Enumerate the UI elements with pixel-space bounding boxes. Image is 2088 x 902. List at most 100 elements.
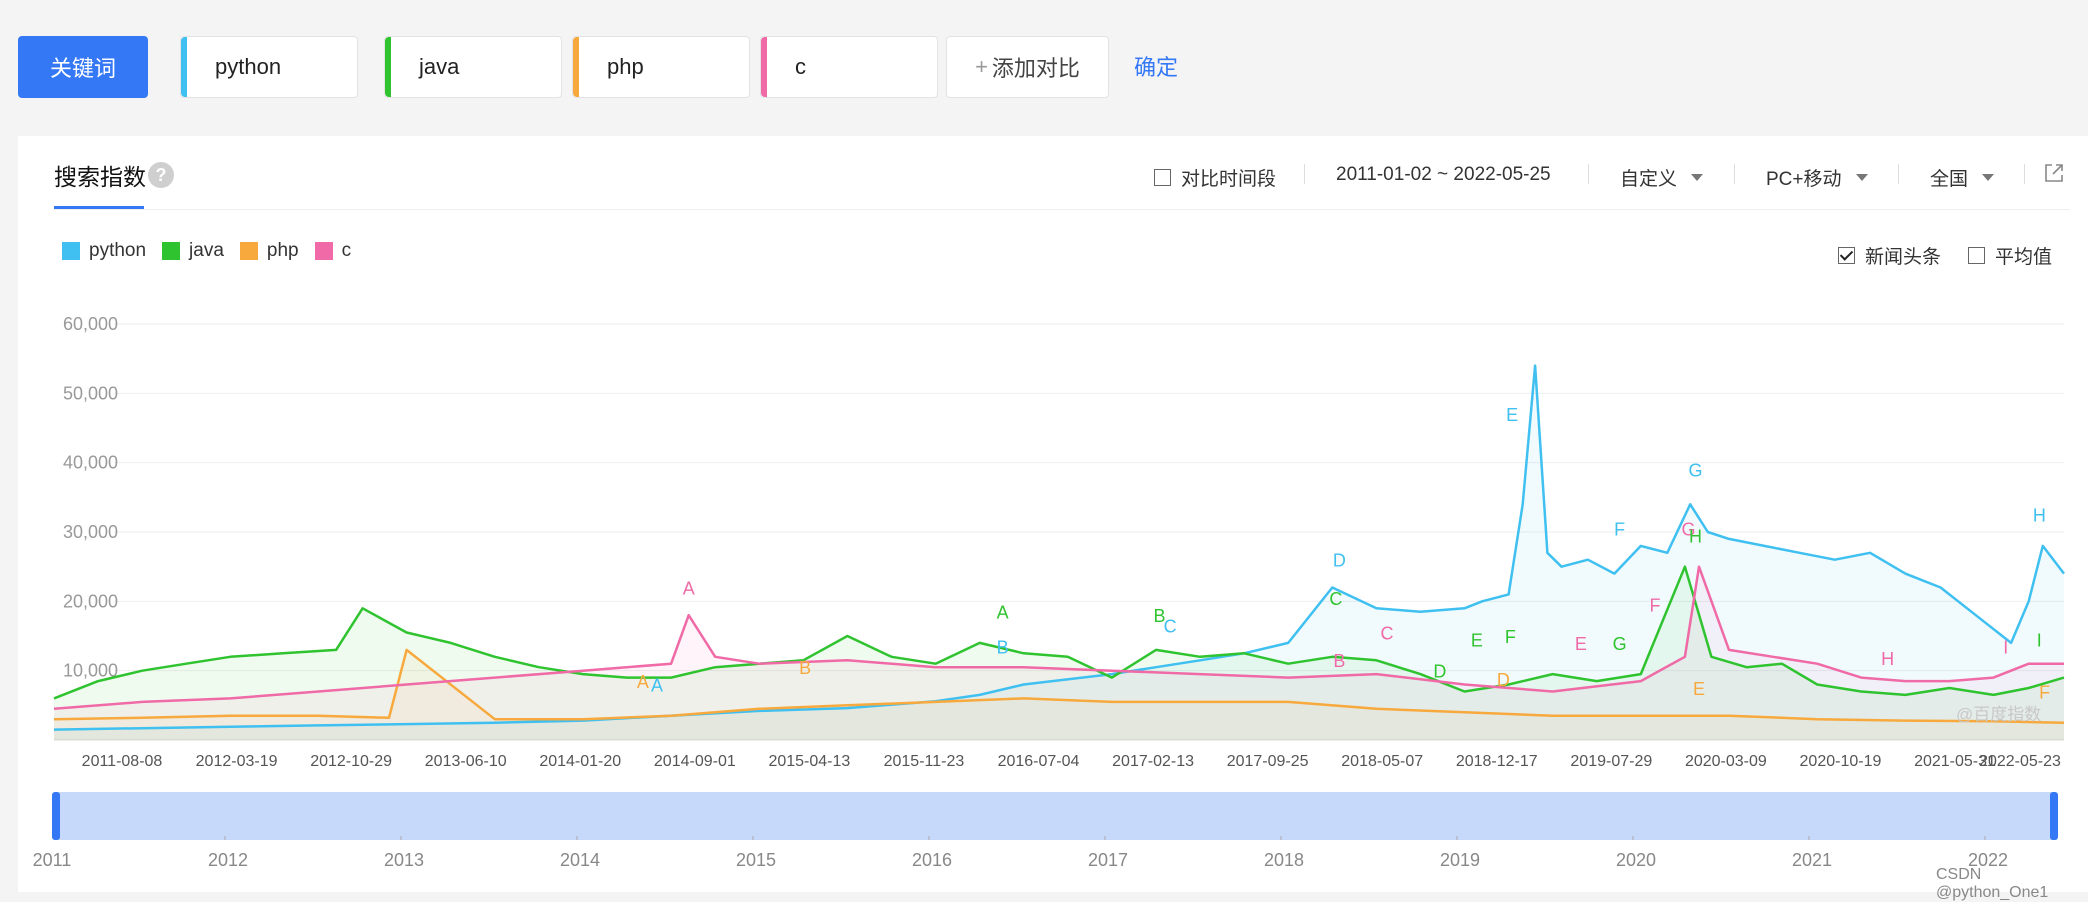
date-range-picker[interactable]: 2011-01-02 ~ 2022-05-25 xyxy=(1336,164,1551,186)
legend-label: java xyxy=(189,240,224,261)
annotation-marker[interactable]: C xyxy=(1380,623,1393,643)
annotation-marker[interactable]: F xyxy=(2039,682,2050,702)
keyword-label: php xyxy=(607,54,644,79)
x-tick-label: 2020-10-19 xyxy=(1800,753,1882,770)
navigator-year-label: 2017 xyxy=(1088,850,1128,870)
keyword-label: c xyxy=(795,54,806,79)
annotation-marker[interactable]: D xyxy=(1497,670,1510,690)
annotation-marker[interactable]: B xyxy=(1153,606,1165,626)
external-link-icon[interactable] xyxy=(2043,162,2065,184)
divider xyxy=(1898,164,1899,184)
device-dropdown[interactable]: PC+移动 xyxy=(1766,164,1868,191)
navigator-right-handle[interactable] xyxy=(2050,792,2058,840)
legend-item-php[interactable]: php xyxy=(239,240,299,262)
y-tick-label: 40,000 xyxy=(63,453,118,473)
tab-search-index[interactable]: 搜索指数 xyxy=(54,164,146,190)
annotation-marker[interactable]: G xyxy=(1613,634,1627,654)
chart-watermark: @百度指数 xyxy=(1956,705,2041,724)
annotation-marker[interactable]: E xyxy=(1693,679,1705,699)
keyword-python[interactable]: python xyxy=(180,36,358,98)
news-headlines-toggle[interactable]: 新闻头条 xyxy=(1838,242,1941,269)
keyword-color-bar xyxy=(761,37,767,97)
annotation-marker[interactable]: I xyxy=(2037,630,2042,650)
series-area-php xyxy=(54,649,2064,740)
annotation-marker[interactable]: D xyxy=(1433,662,1446,682)
keywords-button[interactable]: 关键词 xyxy=(18,36,148,98)
annotation-marker[interactable]: G xyxy=(1688,461,1702,481)
y-tick-label: 50,000 xyxy=(63,383,118,403)
annotation-marker[interactable]: A xyxy=(651,675,663,695)
navigator-year-label: 2018 xyxy=(1264,850,1304,870)
annotation-marker[interactable]: D xyxy=(1333,551,1346,571)
series-line-c[interactable] xyxy=(53,565,2064,711)
legend-label: php xyxy=(266,240,299,261)
average-toggle[interactable]: 平均值 xyxy=(1968,242,2052,269)
search-index-panel: 搜索指数 ? 对比时间段 2011-01-02 ~ 2022-05-25 自定义… xyxy=(18,136,2088,892)
custom-dropdown[interactable]: 自定义 xyxy=(1620,164,1704,191)
add-compare-button[interactable]: + 添加对比 xyxy=(946,36,1109,98)
y-tick-label: 10,000 xyxy=(63,661,118,681)
help-icon[interactable]: ? xyxy=(148,162,174,188)
checkbox-icon[interactable] xyxy=(1154,169,1171,186)
annotation-marker[interactable]: B xyxy=(1333,651,1345,671)
compare-period-toggle[interactable]: 对比时间段 xyxy=(1154,164,1276,191)
annotation-marker[interactable]: A xyxy=(997,603,1009,623)
y-tick-label: 30,000 xyxy=(63,522,118,542)
page-watermark: CSDN @python_One1 xyxy=(1936,866,2049,901)
annotation-marker[interactable]: A xyxy=(683,578,695,598)
region-dropdown[interactable]: 全国 xyxy=(1930,164,1995,191)
divider xyxy=(54,209,2070,210)
annotation-marker[interactable]: F xyxy=(1614,519,1625,539)
plus-icon: + xyxy=(975,54,988,79)
news-headlines-label: 新闻头条 xyxy=(1865,247,1942,268)
legend-swatch xyxy=(239,242,258,260)
divider xyxy=(1588,164,1589,184)
navigator-left-handle[interactable] xyxy=(52,792,60,840)
annotation-marker[interactable]: H xyxy=(1689,526,1702,546)
annotation-marker[interactable]: B xyxy=(799,658,811,678)
keyword-java[interactable]: java xyxy=(384,36,562,98)
x-tick-label: 2015-11-23 xyxy=(884,753,965,770)
legend-item-c[interactable]: c xyxy=(314,240,352,262)
legend-item-java[interactable]: java xyxy=(162,240,224,262)
series-area-java xyxy=(54,566,2064,740)
series-line-java[interactable] xyxy=(53,565,2065,700)
legend-label: c xyxy=(341,240,352,261)
x-tick-label: 2020-03-09 xyxy=(1685,753,1767,770)
checkbox-checked-icon[interactable] xyxy=(1838,247,1855,264)
confirm-link[interactable]: 确定 xyxy=(1134,55,1179,80)
x-tick-label: 2022-05-23 xyxy=(1979,753,2061,770)
annotation-marker[interactable]: H xyxy=(1881,649,1894,669)
navigator-year-label: 2022 xyxy=(1968,850,2008,870)
annotation-marker[interactable]: E xyxy=(1575,634,1587,654)
keyword-c[interactable]: c xyxy=(760,36,938,98)
x-tick-label: 2014-01-20 xyxy=(539,753,621,770)
annotation-marker[interactable]: E xyxy=(1471,630,1483,650)
time-navigator[interactable]: 2011 2012 2013 2014 2015 2016 2017 2018 2019 2020… xyxy=(33,792,2058,870)
legend-item-python[interactable]: python xyxy=(62,240,146,262)
keyword-color-bar xyxy=(385,37,391,97)
annotation-marker[interactable]: G xyxy=(1681,519,1695,539)
annotation-marker[interactable]: B xyxy=(997,637,1009,657)
annotation-marker[interactable]: A xyxy=(637,672,649,692)
annotation-marker[interactable]: C xyxy=(1329,589,1342,609)
annotation-marker[interactable]: C xyxy=(1164,617,1177,637)
annotation-marker[interactable]: H xyxy=(2033,506,2046,526)
x-tick-label: 2012-10-29 xyxy=(310,753,392,770)
series-line-php[interactable] xyxy=(53,648,2065,724)
navigator-year-label: 2012 xyxy=(208,850,248,870)
chart-lines[interactable] xyxy=(53,364,2065,731)
annotation-marker[interactable]: F xyxy=(1649,596,1660,616)
annotation-marker[interactable]: E xyxy=(1506,405,1518,425)
average-label: 平均值 xyxy=(1995,247,2053,268)
device-label: PC+移动 xyxy=(1766,169,1842,190)
annotation-marker[interactable]: I xyxy=(2003,637,2008,657)
checkbox-icon[interactable] xyxy=(1968,247,1985,264)
divider xyxy=(1304,164,1305,184)
caret-down-icon xyxy=(1855,174,1868,181)
navigator-year-label: 2014 xyxy=(560,850,600,870)
keyword-php[interactable]: php xyxy=(572,36,750,98)
x-tick-label: 2014-09-01 xyxy=(654,753,736,770)
annotation-marker[interactable]: F xyxy=(1505,627,1516,647)
